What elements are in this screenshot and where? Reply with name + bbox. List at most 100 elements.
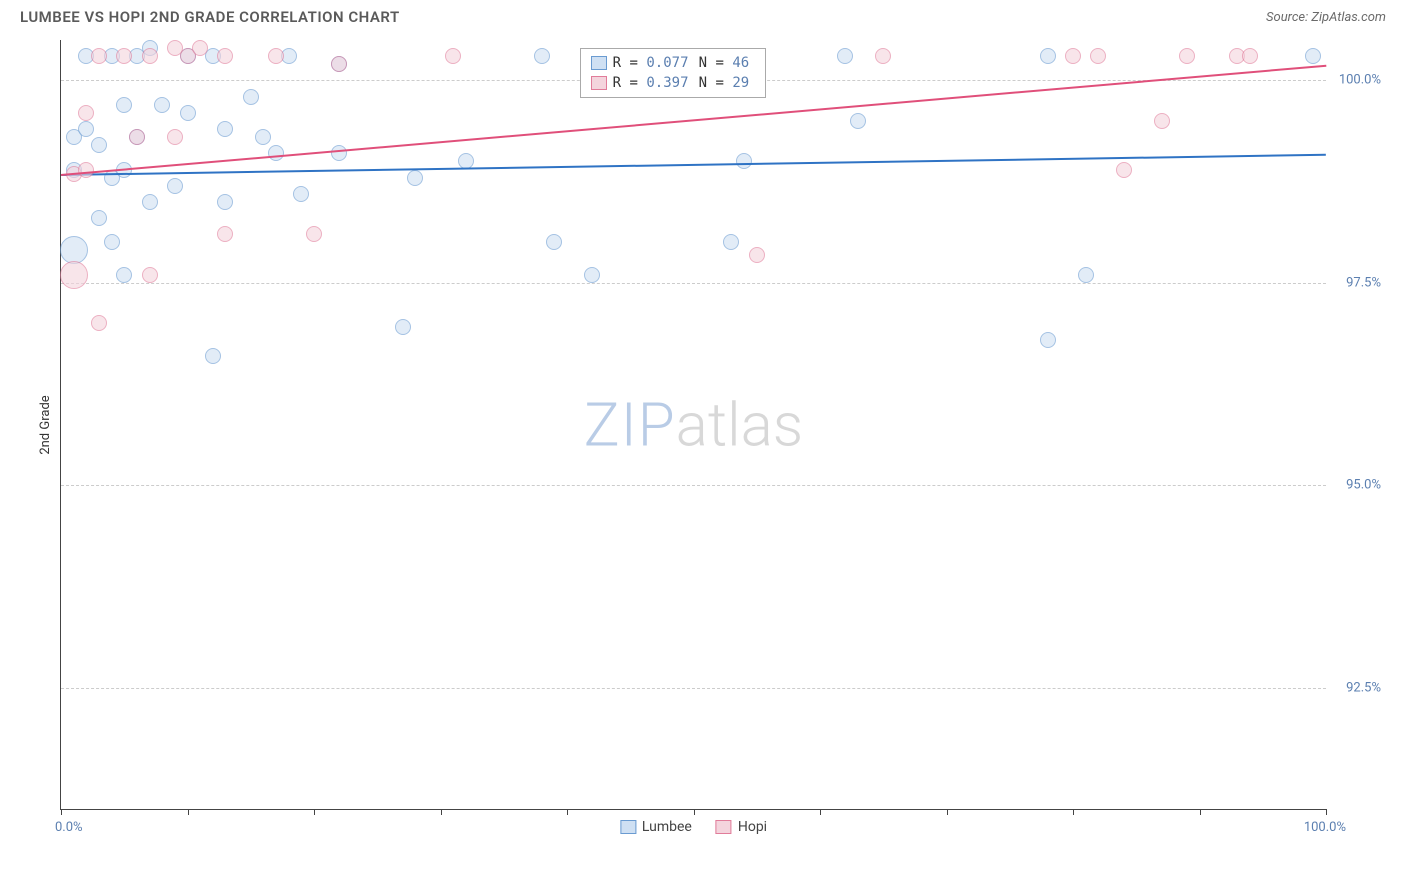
legend-swatch (591, 56, 607, 70)
data-point (142, 267, 158, 283)
plot-area: 2nd Grade ZIPatlas 92.5%95.0%97.5%100.0%… (60, 40, 1326, 810)
data-point (78, 121, 94, 137)
data-point (293, 186, 309, 202)
data-point (837, 48, 853, 64)
data-point (1305, 48, 1321, 64)
data-point (1040, 48, 1056, 64)
data-point (407, 170, 423, 186)
x-tick (188, 809, 189, 815)
data-point (192, 40, 208, 56)
data-point (167, 178, 183, 194)
y-axis-label: 2nd Grade (38, 395, 53, 454)
x-tick (441, 809, 442, 815)
x-tick (1326, 809, 1327, 815)
x-tick (567, 809, 568, 815)
data-point (167, 129, 183, 145)
legend-r: R = 0.397 (613, 75, 693, 91)
data-point (584, 267, 600, 283)
x-tick (61, 809, 62, 815)
data-point (306, 226, 322, 242)
data-point (142, 48, 158, 64)
y-tick-label: 95.0% (1346, 478, 1381, 493)
x-min-label: 0.0% (55, 820, 83, 835)
data-point (116, 48, 132, 64)
x-tick (947, 809, 948, 815)
legend-n: N = 46 (699, 55, 755, 71)
data-point (1179, 48, 1195, 64)
data-point (217, 194, 233, 210)
data-point (723, 234, 739, 250)
x-tick (1073, 809, 1074, 815)
watermark-zip: ZIP (584, 389, 676, 460)
gridline-h (61, 283, 1326, 284)
data-point (91, 48, 107, 64)
data-point (91, 315, 107, 331)
data-point (546, 234, 562, 250)
chart-container: 2nd Grade ZIPatlas 92.5%95.0%97.5%100.0%… (60, 30, 1386, 830)
data-point (1242, 48, 1258, 64)
chart-title: LUMBEE VS HOPI 2ND GRADE CORRELATION CHA… (20, 8, 400, 26)
legend-row: R = 0.397 N = 29 (591, 73, 755, 93)
x-max-label: 100.0% (1304, 820, 1346, 835)
legend-n: N = 29 (699, 75, 755, 91)
data-point (205, 348, 221, 364)
data-point (217, 121, 233, 137)
data-point (1090, 48, 1106, 64)
data-point (116, 97, 132, 113)
data-point (116, 267, 132, 283)
data-point (268, 145, 284, 161)
x-tick (694, 809, 695, 815)
x-tick (314, 809, 315, 815)
data-point (331, 56, 347, 72)
y-tick-label: 100.0% (1339, 73, 1381, 88)
data-point (154, 97, 170, 113)
data-point (142, 194, 158, 210)
data-point (736, 153, 752, 169)
y-tick-label: 92.5% (1346, 680, 1381, 695)
data-point (129, 129, 145, 145)
legend-label: Hopi (738, 819, 767, 835)
data-point (91, 210, 107, 226)
data-point (445, 48, 461, 64)
data-point (1065, 48, 1081, 64)
data-point (180, 105, 196, 121)
data-point (217, 48, 233, 64)
watermark-atlas: atlas (676, 389, 804, 460)
data-point (1040, 332, 1056, 348)
series-legend: Lumbee Hopi (620, 819, 767, 835)
data-point (104, 234, 120, 250)
data-point (1116, 162, 1132, 178)
data-point (78, 162, 94, 178)
source-label: Source: ZipAtlas.com (1266, 10, 1386, 25)
correlation-legend: R = 0.077 N = 46 R = 0.397 N = 29 (580, 48, 766, 98)
data-point (749, 247, 765, 263)
data-point (268, 48, 284, 64)
legend-item: Hopi (716, 819, 767, 835)
data-point (91, 137, 107, 153)
data-point (395, 319, 411, 335)
data-point (850, 113, 866, 129)
legend-swatch (620, 820, 636, 834)
legend-swatch (716, 820, 732, 834)
legend-row: R = 0.077 N = 46 (591, 53, 755, 73)
data-point (1154, 113, 1170, 129)
x-tick (820, 809, 821, 815)
y-tick-label: 97.5% (1346, 275, 1381, 290)
legend-label: Lumbee (642, 819, 692, 835)
data-point (534, 48, 550, 64)
legend-swatch (591, 76, 607, 90)
legend-item: Lumbee (620, 819, 692, 835)
gridline-h (61, 485, 1326, 486)
data-point (243, 89, 259, 105)
data-point (217, 226, 233, 242)
data-point (331, 145, 347, 161)
data-point (78, 105, 94, 121)
legend-r: R = 0.077 (613, 55, 693, 71)
data-point (60, 261, 88, 289)
watermark: ZIPatlas (584, 389, 803, 460)
x-tick (1200, 809, 1201, 815)
data-point (875, 48, 891, 64)
data-point (1078, 267, 1094, 283)
data-point (255, 129, 271, 145)
gridline-h (61, 688, 1326, 689)
